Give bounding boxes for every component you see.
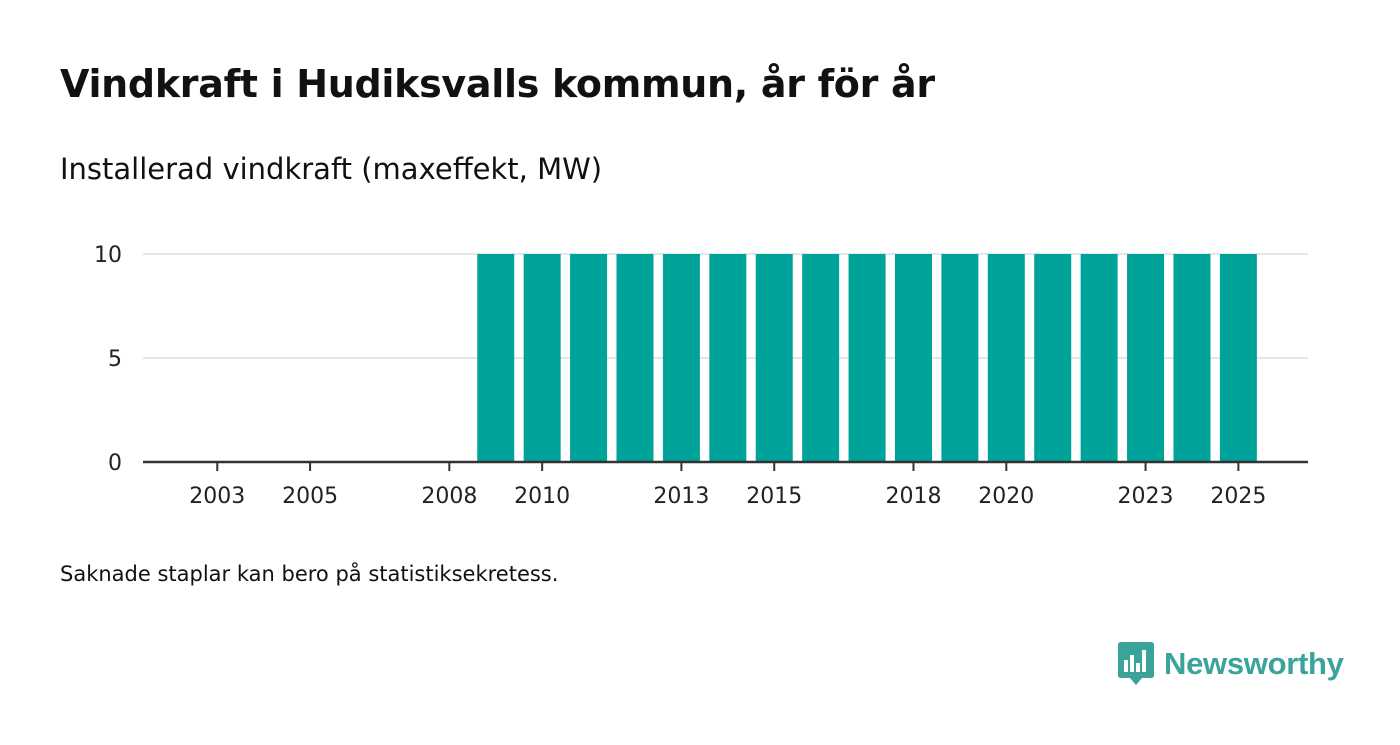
bar-chart-speech-bubble-icon [1118,642,1154,685]
bar-2014 [709,254,747,462]
brand-logo: Newsworthy [1118,642,1344,686]
bar-2010 [523,254,561,462]
x-tick-label: 2025 [1210,484,1266,509]
x-tick-label: 2013 [653,484,709,509]
bar-2015 [755,254,793,462]
bar-2013 [662,254,700,462]
y-tick-label: 0 [108,451,122,476]
x-tick-label: 2020 [978,484,1034,509]
bar-2009 [477,254,515,462]
bar-2011 [570,254,608,462]
x-tick-label: 2005 [282,484,338,509]
bar-2023 [1127,254,1165,462]
bar-2025 [1219,254,1257,462]
bar-2012 [616,254,654,462]
y-tick-label: 10 [94,243,122,268]
chart-subtitle: Installerad vindkraft (maxeffekt, MW) [60,152,603,186]
bar-2018 [894,254,932,462]
x-tick-label: 2015 [746,484,802,509]
bars [477,254,1257,462]
x-tick-label: 2003 [189,484,245,509]
x-tick-label: 2023 [1118,484,1174,509]
bar-2019 [941,254,979,462]
x-tick-label: 2010 [514,484,570,509]
bar-2016 [802,254,840,462]
x-tick-label: 2018 [885,484,941,509]
y-tick-label: 5 [108,347,122,372]
bar-chart: 0 5 10 2003 2005 2008 2010 2013 2015 2018 2020 2023… [94,243,1308,509]
brand-name: Newsworthy [1164,646,1344,681]
bar-2024 [1173,254,1211,462]
bar-2017 [848,254,886,462]
x-tick-label: 2008 [421,484,477,509]
chart-title: Vindkraft i Hudiksvalls kommun, år för å… [60,62,935,106]
bar-2022 [1080,254,1118,462]
bar-2020 [987,254,1025,462]
bar-2021 [1034,254,1072,462]
footnote: Saknade staplar kan bero på statistiksek… [60,562,559,586]
axes: 0 5 10 2003 2005 2008 2010 2013 2015 2018 2020 2023… [94,243,1308,509]
